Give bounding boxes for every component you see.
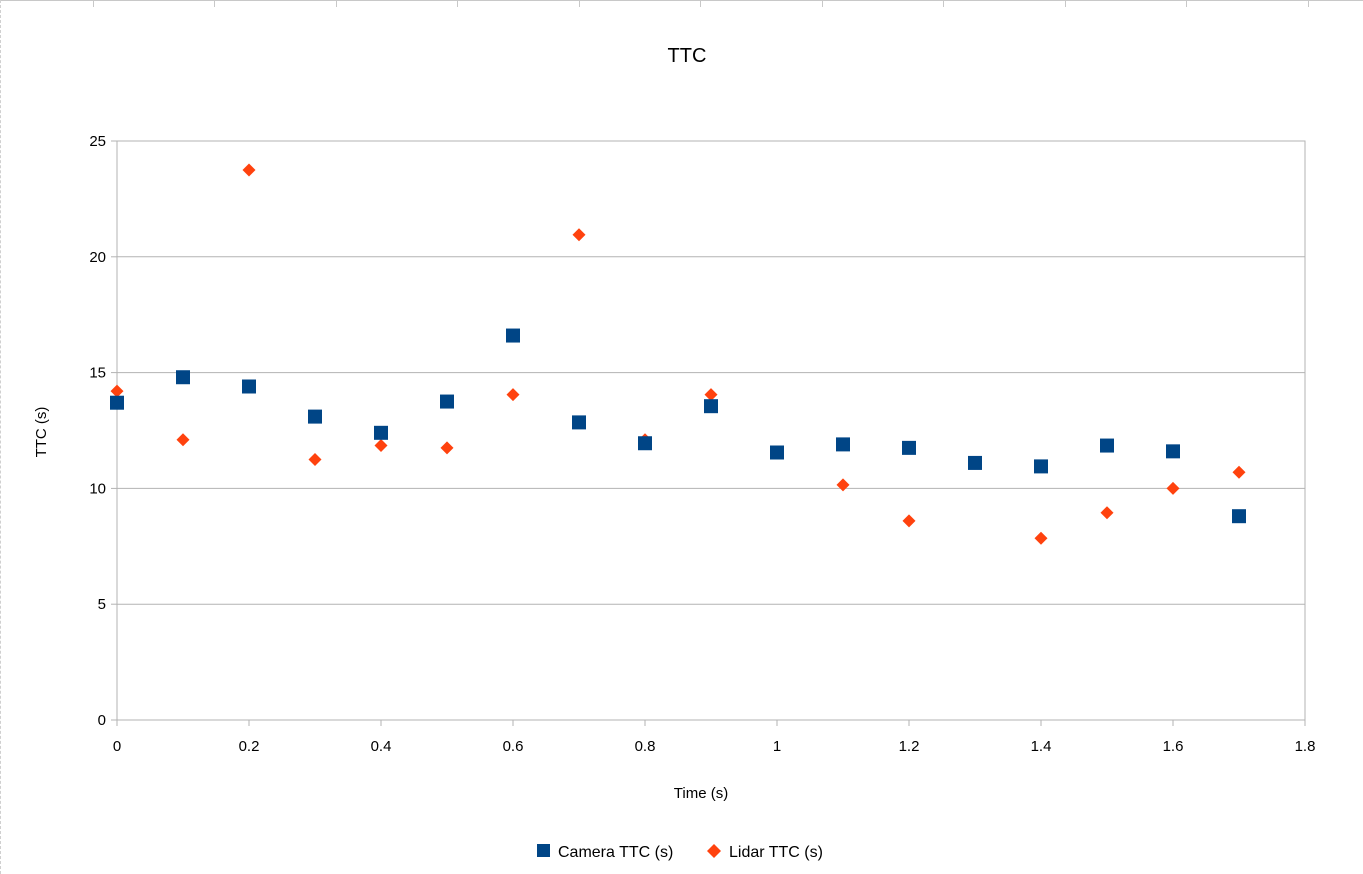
sheet-left-ruler xyxy=(0,0,5,874)
legend-marker-lidar xyxy=(707,844,721,858)
camera-ttc-point xyxy=(1232,509,1246,524)
lidar-ttc-point xyxy=(836,478,850,492)
camera-ttc-point xyxy=(638,436,652,451)
lidar-ttc-point xyxy=(1100,506,1114,520)
camera-ttc-point xyxy=(506,328,520,343)
camera-ttc-point xyxy=(968,455,982,470)
lidar-series xyxy=(110,163,1246,545)
x-tick-label: 1.4 xyxy=(1031,738,1052,755)
ruler-tick xyxy=(1308,1,1309,7)
x-axis: 0 0.2 0.4 0.6 0.8 1 1.2 1.4 1.6 1.8 xyxy=(113,720,1316,755)
y-tick-label: 15 xyxy=(89,365,106,382)
x-tick-label: 1.2 xyxy=(899,738,920,755)
y-tick-label: 0 xyxy=(98,712,106,729)
gridlines xyxy=(117,256,1305,605)
legend-label-camera: Camera TTC (s) xyxy=(558,844,673,861)
x-axis-title: Time (s) xyxy=(674,785,728,802)
x-tick-label: 1 xyxy=(773,738,781,755)
camera-ttc-point xyxy=(176,370,190,385)
camera-ttc-point xyxy=(572,415,586,430)
camera-ttc-point xyxy=(770,445,784,460)
x-tick-label: 1.6 xyxy=(1163,738,1184,755)
x-tick-label: 0.4 xyxy=(371,738,392,755)
camera-ttc-point xyxy=(1100,438,1114,453)
ruler-tick xyxy=(336,1,337,7)
ruler-tick xyxy=(1186,1,1187,7)
legend-label-lidar: Lidar TTC (s) xyxy=(729,844,823,861)
y-axis: 0 5 10 15 20 25 xyxy=(89,133,117,729)
x-tick-label: 1.8 xyxy=(1295,738,1316,755)
x-tick-label: 0.2 xyxy=(239,738,260,755)
ruler-tick xyxy=(457,1,458,7)
lidar-ttc-point xyxy=(704,388,718,402)
camera-ttc-point xyxy=(1166,444,1180,459)
x-tick-label: 0.8 xyxy=(635,738,656,755)
lidar-ttc-point xyxy=(110,384,124,398)
camera-ttc-point xyxy=(110,395,124,410)
lidar-ttc-point xyxy=(1232,465,1246,479)
lidar-ttc-point xyxy=(1166,481,1180,495)
ruler-tick xyxy=(214,1,215,7)
camera-series xyxy=(110,328,1246,524)
lidar-ttc-point xyxy=(242,163,256,177)
camera-ttc-point xyxy=(308,409,322,424)
y-tick-label: 10 xyxy=(89,480,106,497)
ruler-tick xyxy=(943,1,944,7)
lidar-ttc-point xyxy=(1034,531,1048,545)
lidar-ttc-point xyxy=(506,388,520,402)
x-tick-label: 0.6 xyxy=(503,738,524,755)
camera-ttc-point xyxy=(1034,459,1048,474)
ruler-tick xyxy=(700,1,701,7)
sheet-top-ruler xyxy=(0,0,1363,7)
lidar-ttc-point xyxy=(572,228,586,242)
legend: Camera TTC (s) Lidar TTC (s) xyxy=(537,844,823,861)
y-axis-title: TTC (s) xyxy=(33,407,50,458)
y-tick-label: 5 xyxy=(98,596,106,613)
legend-marker-camera xyxy=(537,844,550,857)
camera-ttc-point xyxy=(902,440,916,455)
plot-area-frame xyxy=(116,140,1306,721)
ruler-tick xyxy=(822,1,823,7)
camera-ttc-point xyxy=(440,394,454,409)
camera-ttc-point xyxy=(704,399,718,414)
camera-ttc-point xyxy=(836,437,850,452)
lidar-ttc-point xyxy=(308,452,322,466)
y-tick-label: 25 xyxy=(89,133,106,150)
x-tick-label: 0 xyxy=(113,738,121,755)
camera-ttc-point xyxy=(374,425,388,440)
ruler-tick xyxy=(93,1,94,7)
lidar-ttc-point xyxy=(902,514,916,528)
camera-ttc-point xyxy=(242,379,256,394)
ruler-tick xyxy=(579,1,580,7)
ruler-tick xyxy=(1065,1,1066,7)
data-points xyxy=(110,163,1246,545)
y-tick-label: 20 xyxy=(89,249,106,266)
lidar-ttc-point xyxy=(374,439,388,453)
lidar-ttc-point xyxy=(176,433,190,447)
lidar-ttc-point xyxy=(440,441,454,455)
chart-title: TTC xyxy=(668,45,707,67)
